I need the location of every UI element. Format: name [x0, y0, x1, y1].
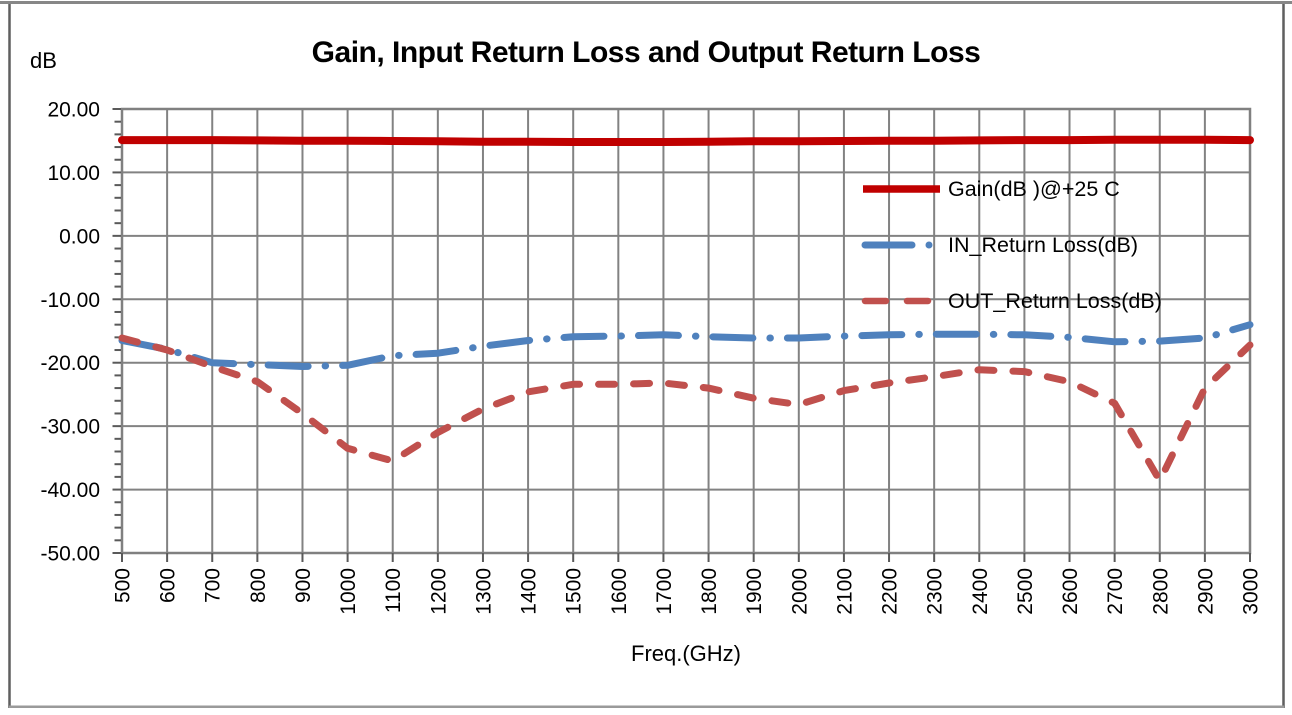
chart-title: Gain, Input Return Loss and Output Retur… [311, 36, 981, 69]
series-gain-db-25-c [118, 135, 1254, 146]
svg-text:1900: 1900 [743, 568, 766, 615]
svg-text:1300: 1300 [472, 568, 495, 615]
svg-text:1100: 1100 [382, 568, 405, 613]
svg-text:-50.00: -50.00 [40, 543, 100, 566]
svg-text:1500: 1500 [563, 568, 586, 615]
series-out-return-loss-db [118, 334, 1254, 485]
svg-text:10.00: 10.00 [47, 162, 100, 185]
svg-text:500: 500 [112, 568, 135, 603]
svg-text:1800: 1800 [698, 568, 721, 615]
svg-text:1600: 1600 [608, 568, 631, 615]
legend-item-out-return-loss: OUT_Return Loss(dB) [860, 286, 1162, 316]
svg-text:2300: 2300 [924, 568, 947, 615]
plot-border [120, 107, 1252, 555]
y-axis-unit-label: dB [30, 48, 57, 73]
svg-text:20.00: 20.00 [47, 99, 100, 122]
x-tick-labels: 500 600 700 800 900 1000 1100 1200 1300 1400 1500 1… [112, 568, 1263, 615]
svg-text:1200: 1200 [427, 568, 450, 615]
y-axis-ticks [112, 108, 121, 554]
svg-text:2500: 2500 [1014, 568, 1037, 615]
svg-text:1000: 1000 [337, 568, 360, 615]
svg-text:-20.00: -20.00 [40, 352, 100, 375]
svg-text:2200: 2200 [879, 568, 902, 615]
legend-label-in-return-loss: IN_Return Loss(dB) [948, 232, 1138, 257]
svg-text:800: 800 [247, 568, 270, 603]
svg-text:2800: 2800 [1149, 568, 1172, 615]
series-in-return-loss-db [118, 321, 1254, 370]
x-axis-title: Freq.(GHz) [631, 641, 741, 666]
svg-text:2100: 2100 [833, 568, 856, 615]
svg-text:2900: 2900 [1194, 568, 1217, 615]
svg-text:3000: 3000 [1240, 568, 1263, 615]
svg-text:0.00: 0.00 [59, 225, 100, 248]
y-tick-labels: 20.00 10.00 0.00 -10.00 -20.00 -30.00 -40.00 -5… [40, 99, 100, 566]
dashed-line-sample-icon [861, 297, 932, 305]
svg-text:-40.00: -40.00 [40, 479, 100, 502]
svg-text:-10.00: -10.00 [40, 289, 100, 312]
svg-text:600: 600 [157, 568, 180, 603]
gain-line-sample-icon [863, 185, 940, 193]
svg-text:900: 900 [292, 568, 315, 603]
legend-label-out-return-loss: OUT_Return Loss(dB) [948, 288, 1162, 313]
svg-text:2400: 2400 [969, 568, 992, 615]
legend-item-gain: Gain(dB )@+25 C [860, 174, 1162, 204]
svg-text:1400: 1400 [518, 568, 541, 615]
dash-dot-line-sample-icon [861, 241, 933, 249]
svg-text:1700: 1700 [653, 568, 676, 615]
legend-label-gain: Gain(dB )@+25 C [948, 176, 1120, 201]
svg-text:-30.00: -30.00 [40, 416, 100, 439]
legend-item-in-return-loss: IN_Return Loss(dB) [860, 230, 1162, 260]
x-axis-ticks [121, 553, 1251, 562]
svg-text:700: 700 [202, 568, 225, 603]
legend: Gain(dB )@+25 C IN_Return Loss(dB) OUT_R… [860, 174, 1162, 316]
svg-text:2000: 2000 [788, 568, 811, 615]
svg-text:2700: 2700 [1104, 568, 1127, 615]
svg-text:2600: 2600 [1059, 568, 1082, 615]
